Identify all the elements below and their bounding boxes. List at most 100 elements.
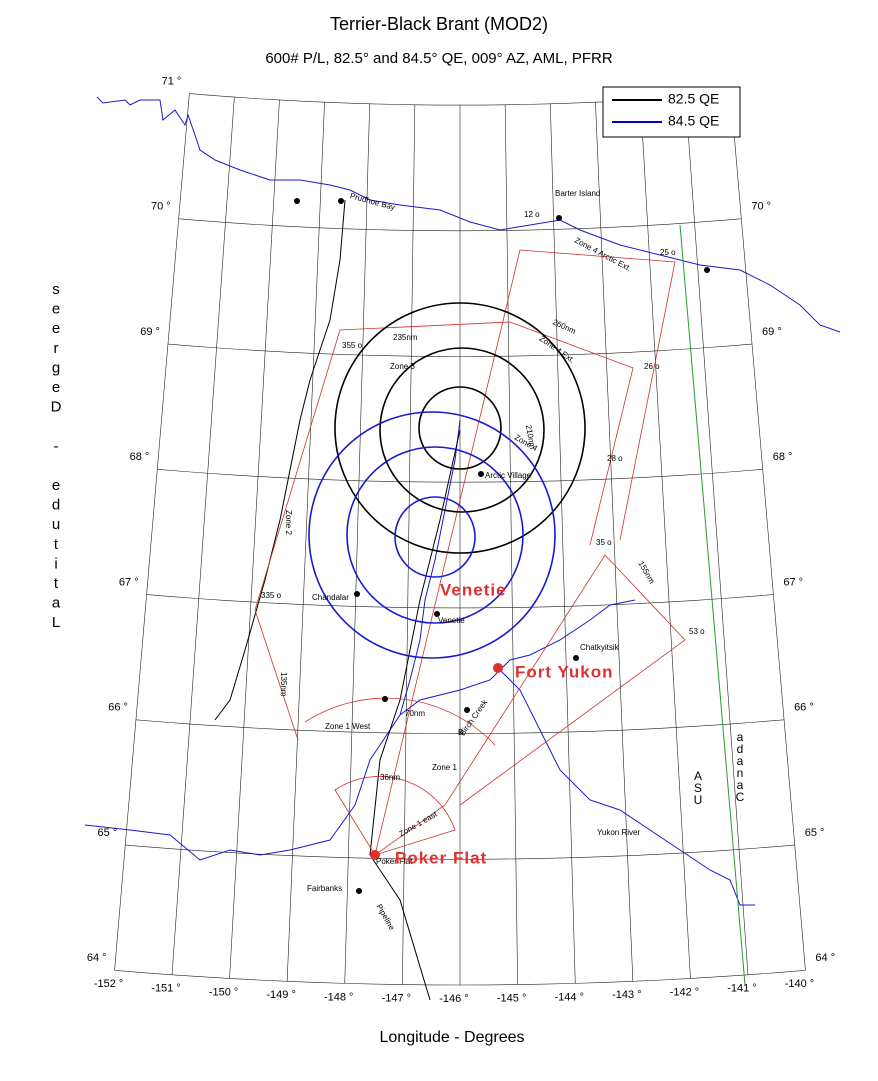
road	[369, 429, 461, 1001]
map-label: 28 o	[607, 454, 623, 463]
ring	[346, 446, 524, 624]
lon-label: -144 °	[555, 991, 584, 1003]
lon-label: -147 °	[382, 992, 411, 1004]
place-dot	[338, 198, 344, 204]
lon-label: -149 °	[266, 989, 295, 1001]
ring	[379, 347, 545, 513]
map-label: Venetie	[438, 616, 465, 625]
grid-line	[171, 97, 235, 975]
grid-line	[504, 104, 518, 985]
map-label: Poker Flat	[376, 857, 413, 866]
place-dot	[704, 267, 710, 273]
map-label: 210nm	[524, 424, 537, 450]
lat-label: 69 °	[140, 326, 160, 338]
grid-line	[730, 93, 806, 971]
map-label: Prudhoe Bay	[349, 191, 396, 212]
zone-line	[254, 321, 634, 611]
map-label: 36nm	[380, 773, 400, 782]
legend-box	[602, 86, 741, 138]
grid-line	[640, 99, 691, 979]
lat-label: 64 °	[815, 952, 835, 964]
rings-82	[334, 302, 586, 554]
map-label: Zone 4 Arctic Ext.	[573, 236, 633, 273]
map-label: Fairbanks	[307, 884, 342, 893]
map-label: Arctic Village	[485, 471, 532, 480]
map-label: Pipeline	[374, 903, 396, 933]
zone-arc	[304, 697, 496, 746]
grid-line	[344, 103, 370, 984]
map-label: 135nm	[279, 672, 288, 697]
coastline	[96, 96, 841, 333]
road	[214, 199, 346, 721]
map-label: 235nm	[393, 333, 418, 342]
map-label: B	[458, 728, 463, 737]
lon-label: -150 °	[209, 986, 238, 998]
x-axis-label: Longitude - Degrees	[380, 1029, 525, 1046]
map-label: 12 o	[524, 210, 540, 219]
zone-line	[374, 554, 686, 856]
lat-label: 67 °	[119, 576, 139, 588]
map-label: 26 o	[644, 362, 660, 371]
map-label: 53 o	[689, 627, 705, 636]
lon-label: -140 °	[785, 978, 814, 990]
lat-label: 71 °	[162, 75, 182, 87]
highlight-label: Fort Yukon	[515, 662, 613, 681]
lon-label: -148 °	[324, 991, 353, 1003]
map-features	[84, 96, 841, 1001]
place-dot	[573, 655, 579, 661]
ring	[308, 411, 556, 659]
highlight-label: Poker Flat	[395, 848, 487, 867]
place-dot	[434, 611, 440, 617]
grid-line	[114, 93, 190, 971]
ring	[394, 496, 476, 578]
zone-line	[374, 249, 676, 856]
ring	[418, 386, 502, 470]
place-dot	[478, 471, 484, 477]
lat-label: 69 °	[762, 326, 782, 338]
lon-label: -151 °	[151, 983, 180, 995]
lat-label: 67 °	[783, 576, 803, 588]
grid-line	[685, 97, 749, 975]
highlight-label: Venetie	[440, 580, 507, 599]
map-label: Barter Island	[555, 189, 600, 198]
map-label: 335 o	[261, 591, 282, 600]
map-label: 355 o	[342, 341, 363, 350]
place-dot	[464, 707, 470, 713]
lat-label: 66 °	[108, 702, 128, 714]
subtitle: 600# P/L, 82.5° and 84.5° QE, 009° AZ, A…	[265, 50, 613, 67]
lat-label: 68 °	[773, 451, 793, 463]
map-label: Zone 2	[284, 510, 293, 535]
lat-label: 70 °	[151, 201, 171, 213]
place-dot	[556, 215, 562, 221]
zone-arc	[334, 776, 456, 856]
map-label: Zone 1	[432, 763, 457, 772]
map-label: Chatkyitsik	[580, 643, 620, 652]
grid-line	[229, 99, 280, 979]
highlight-dot	[370, 850, 380, 860]
lat-label: 65 °	[98, 827, 118, 839]
grid-line	[402, 104, 416, 985]
highlight-dot	[493, 663, 503, 673]
ring	[334, 302, 586, 554]
map-label: 70nm	[405, 709, 425, 718]
lon-label: -141 °	[727, 983, 756, 995]
map-label: 260nm	[551, 318, 577, 337]
grid-line	[595, 102, 634, 982]
place-dot	[356, 888, 362, 894]
title: Terrier-Black Brant (MOD2)	[330, 14, 548, 34]
lon-label: -145 °	[497, 992, 526, 1004]
rings-84	[308, 411, 556, 659]
map-label: Zone 1 West	[325, 722, 371, 731]
map-label: 155nm	[636, 560, 656, 586]
lon-label: -143 °	[612, 989, 641, 1001]
place-dot	[294, 198, 300, 204]
zone-line	[254, 609, 299, 741]
lon-label: -146 °	[439, 993, 468, 1005]
grid-line	[550, 103, 576, 984]
map-label: Yukon River	[597, 828, 640, 837]
map-label: 25 o	[660, 248, 676, 257]
